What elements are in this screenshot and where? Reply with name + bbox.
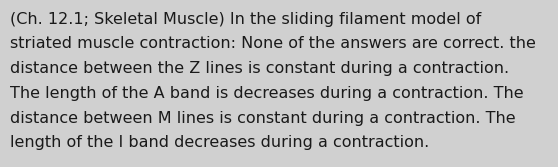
Text: distance between the Z lines is constant during a contraction.: distance between the Z lines is constant… [10, 61, 509, 76]
Text: (Ch. 12.1; Skeletal Muscle) In the sliding filament model of: (Ch. 12.1; Skeletal Muscle) In the slidi… [10, 12, 482, 27]
Text: length of the I band decreases during a contraction.: length of the I band decreases during a … [10, 135, 429, 150]
Text: The length of the A band is decreases during a contraction. The: The length of the A band is decreases du… [10, 86, 523, 101]
Text: distance between M lines is constant during a contraction. The: distance between M lines is constant dur… [10, 111, 516, 126]
Text: striated muscle contraction: None of the answers are correct. the: striated muscle contraction: None of the… [10, 36, 536, 51]
